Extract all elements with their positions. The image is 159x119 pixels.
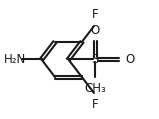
Text: CH₃: CH₃ (84, 82, 106, 95)
Text: F: F (92, 8, 99, 21)
Text: O: O (91, 24, 100, 37)
Text: F: F (92, 98, 99, 111)
Text: H₂N: H₂N (3, 53, 26, 66)
Text: S: S (92, 53, 99, 66)
Text: O: O (126, 53, 135, 66)
